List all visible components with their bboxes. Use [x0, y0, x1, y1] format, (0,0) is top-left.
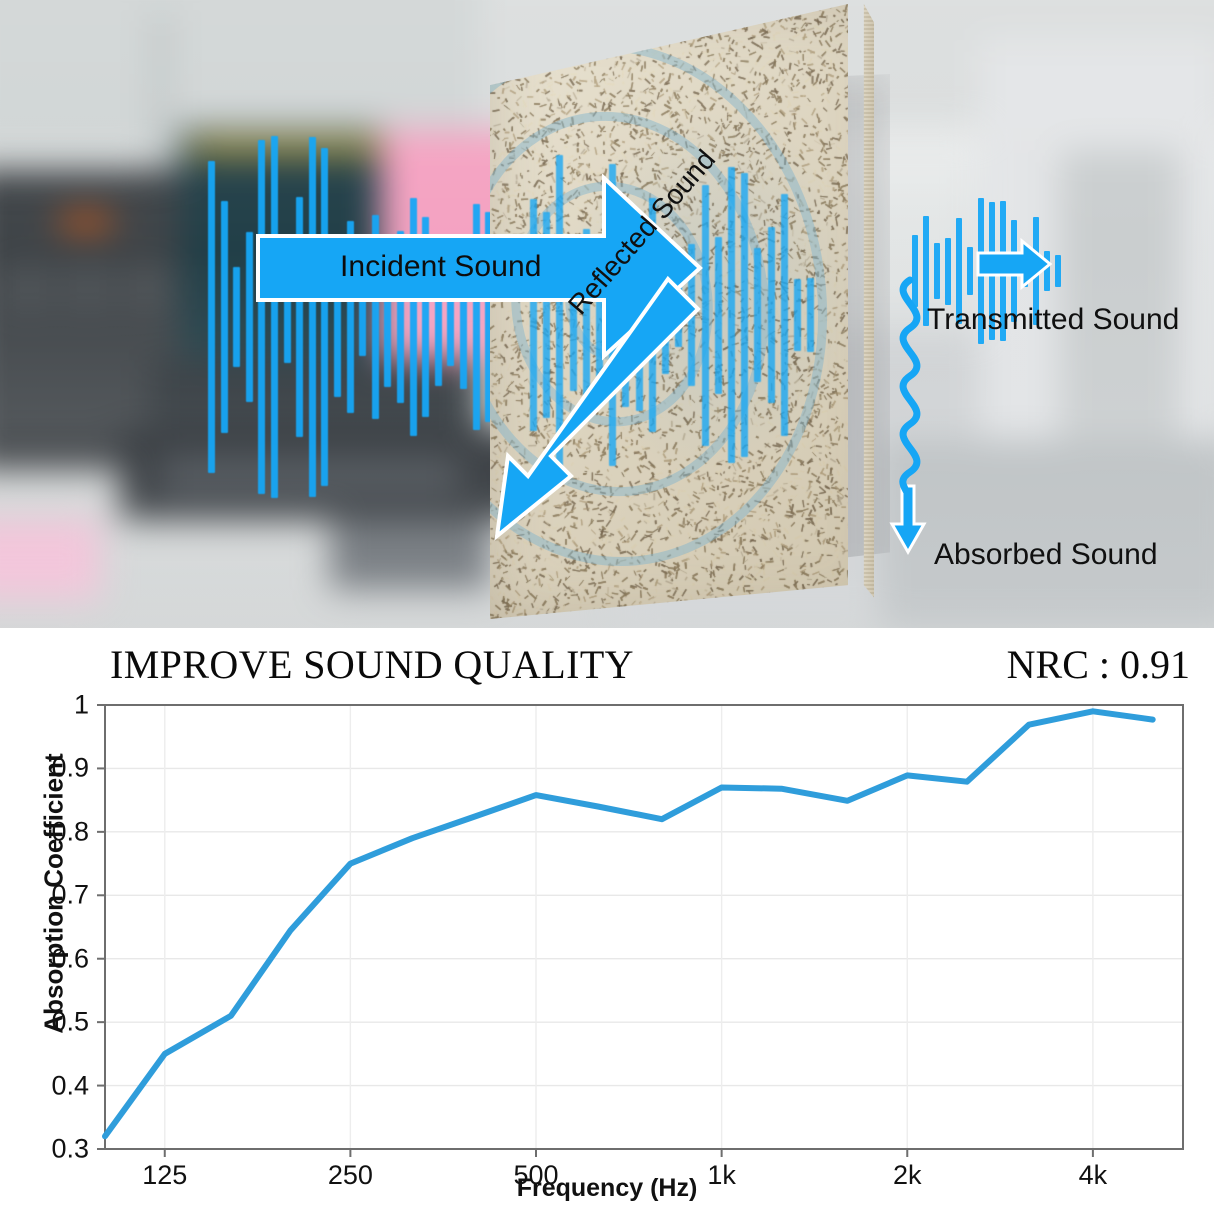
background-blur-shape [330, 520, 490, 590]
y-tick-label: 0.5 [51, 1006, 89, 1037]
y-tick-label: 0.6 [51, 943, 89, 974]
nrc-badge: NRC : 0.91 [1006, 642, 1190, 687]
y-tick-label: 1 [73, 689, 89, 720]
panel-side-edge [863, 4, 874, 598]
panel-side-edge-texture [863, 4, 874, 598]
y-tick-label: 0.3 [51, 1133, 89, 1164]
absorbed-sound-label: Absorbed Sound [934, 538, 1158, 571]
y-tick-label: 0.8 [51, 816, 89, 847]
background-blur-shape [6, 265, 50, 309]
data-line-absorption [102, 708, 1156, 1140]
background-blur-shape [60, 215, 112, 229]
transmitted-sound-label: Transmitted Sound [927, 303, 1180, 336]
x-tick-label: 2k [892, 1160, 922, 1190]
y-tick-label: 0.9 [51, 752, 89, 783]
acoustic-panel [470, 0, 940, 628]
hero-photo-section: Incident Sound Reflected Sound Transmitt… [0, 0, 1214, 628]
y-tick-label: 0.7 [51, 879, 89, 910]
plot-border [104, 704, 1184, 1150]
absorption-chart-section: IMPROVE SOUND QUALITY NRC : 0.91 Absorpt… [0, 628, 1214, 1212]
panel-front-face [490, 4, 848, 619]
background-blur-shape [126, 265, 170, 309]
panel-fiber-texture [490, 4, 848, 619]
x-tick-label: 1k [707, 1160, 736, 1190]
chart-title: IMPROVE SOUND QUALITY [110, 642, 634, 687]
x-tick-label: 500 [513, 1160, 559, 1190]
x-tick-label: 4k [1078, 1160, 1108, 1190]
incident-sound-label: Incident Sound [340, 250, 542, 283]
absorption-plot [97, 704, 1184, 1157]
background-blur-shape [66, 265, 110, 309]
x-axis-label: Frequency (Hz) [516, 1174, 698, 1202]
background-blur-shape [880, 440, 1214, 628]
x-tick-label: 250 [327, 1160, 373, 1190]
y-tick-label: 0.4 [51, 1070, 89, 1101]
background-blur-shape [1060, 150, 1180, 450]
background-blur-shape [0, 520, 100, 600]
x-tick-label: 125 [142, 1160, 188, 1190]
